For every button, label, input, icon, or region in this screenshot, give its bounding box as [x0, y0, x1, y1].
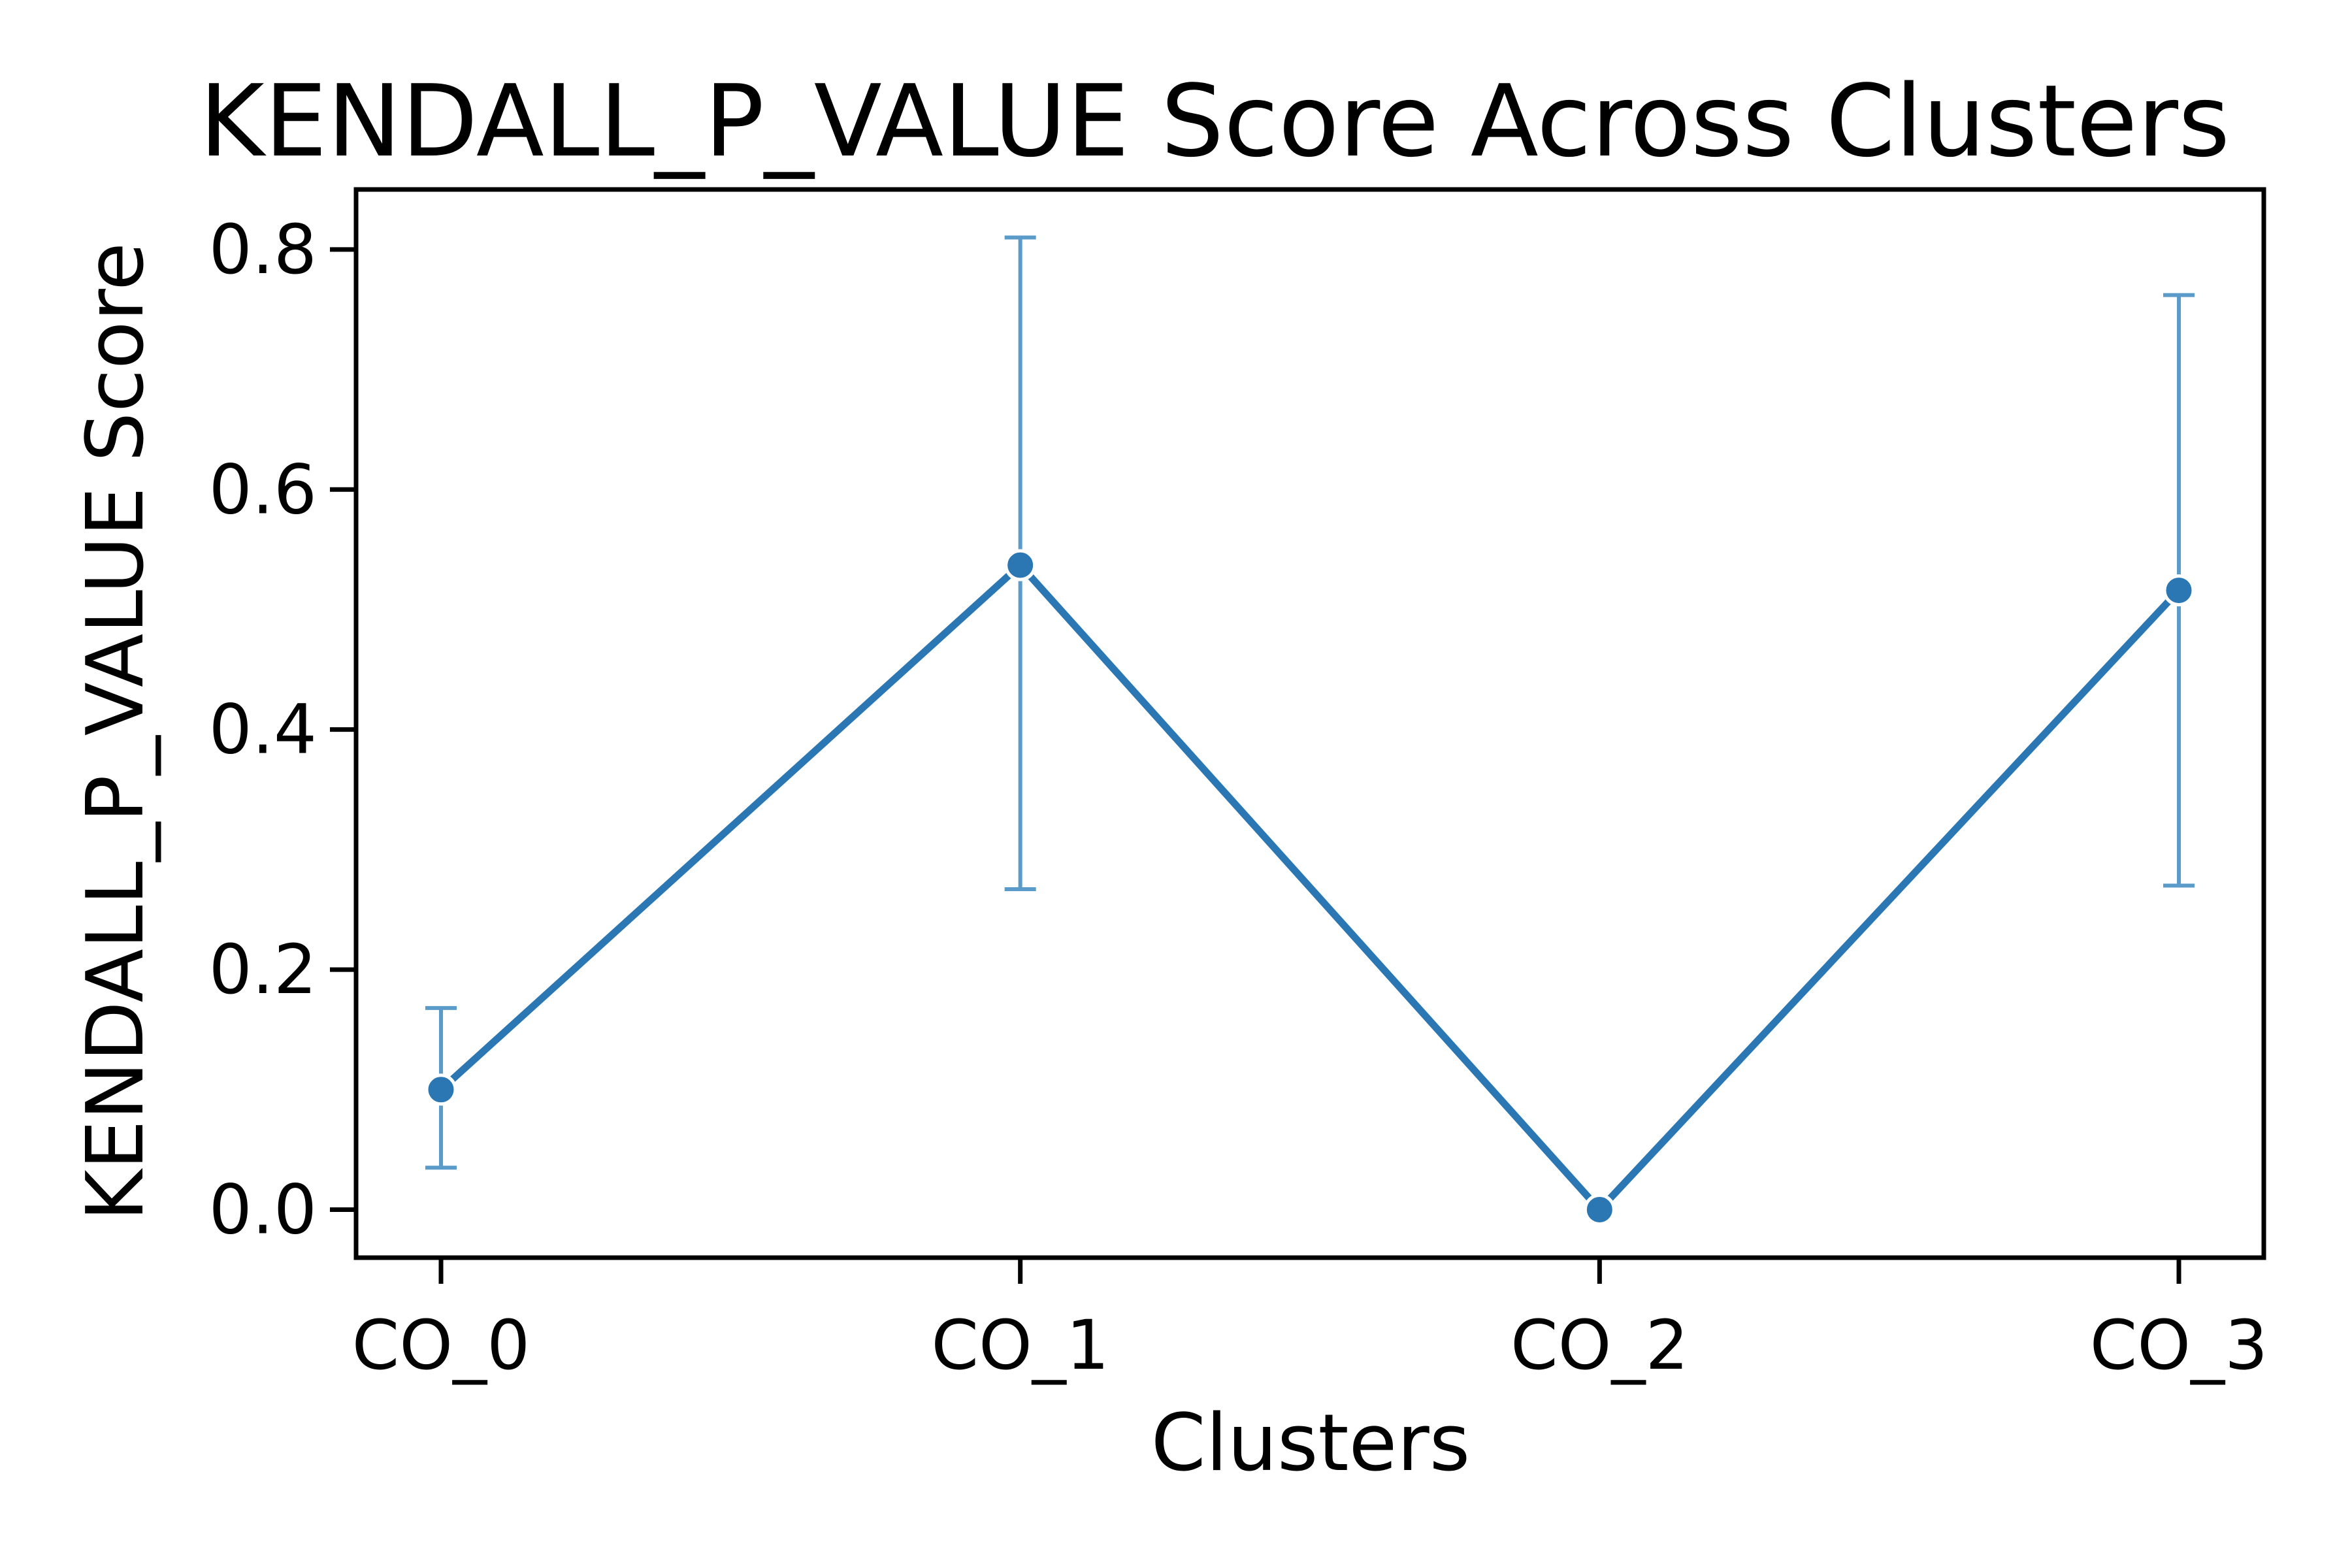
series-line — [438, 561, 2182, 1214]
data-point — [425, 1073, 457, 1106]
data-point — [1004, 549, 1037, 581]
y-axis-label: KENDALL_P_VALUE Score — [71, 242, 161, 1221]
plot-area: 0.0 0.2 0.4 0.6 0.8 CO_0 CO_1 CO_2 CO_3 — [209, 187, 2268, 1385]
y-tick-label: 0.2 — [209, 930, 317, 1009]
data-point — [2163, 574, 2195, 607]
x-tick-label: CO_0 — [352, 1305, 531, 1385]
y-tick-label: 0.0 — [209, 1170, 317, 1250]
data-point — [1583, 1194, 1616, 1226]
axes-frame — [353, 187, 2266, 1260]
x-tick-label: CO_1 — [931, 1305, 1109, 1385]
x-tick-label: CO_3 — [2090, 1305, 2268, 1385]
chart-title: KENDALL_P_VALUE Score Across Clusters — [199, 63, 2230, 179]
y-tick-label: 0.8 — [209, 210, 317, 289]
y-tick-label: 0.6 — [209, 449, 317, 529]
x-axis-label: Clusters — [1151, 1398, 1470, 1489]
y-tick-label: 0.4 — [209, 690, 317, 770]
x-tick-label: CO_2 — [1511, 1305, 1689, 1385]
